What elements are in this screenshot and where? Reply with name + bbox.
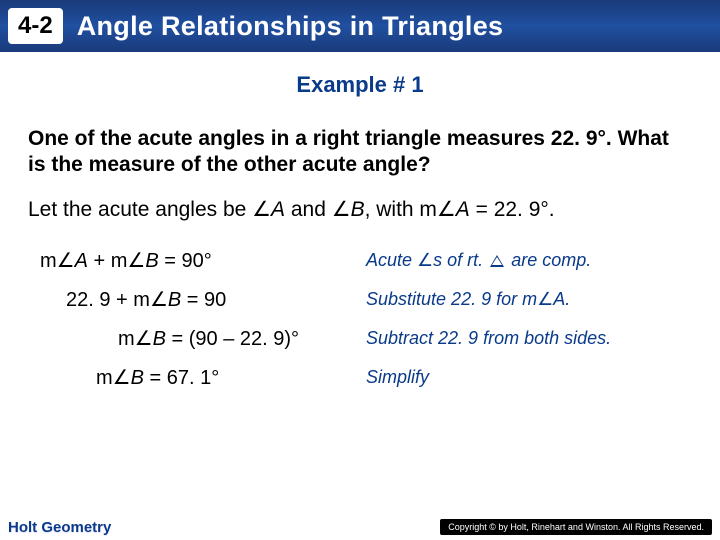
slide-header: 4-2 Angle Relationships in Triangles bbox=[0, 0, 720, 52]
reason-4: Simplify bbox=[360, 367, 692, 388]
eq2-plain: 22. 9 + m bbox=[66, 289, 150, 311]
eq2-post: = 90 bbox=[181, 289, 226, 311]
eq1-b: B bbox=[145, 250, 158, 272]
equation-3: m∠B = (90 – 22. 9)° bbox=[28, 326, 360, 351]
angle-icon: ∠ bbox=[417, 250, 433, 270]
eq3-a: m bbox=[118, 328, 135, 350]
eq1-a: A bbox=[75, 250, 88, 272]
reason-3: Subtract 22. 9 from both sides. bbox=[360, 328, 692, 349]
equation-4: m∠B = 67. 1° bbox=[28, 365, 360, 390]
r2-full: Substitute 22. 9 for m bbox=[366, 289, 537, 309]
angle-icon: ∠ bbox=[127, 250, 145, 272]
eq3-b: B bbox=[153, 328, 166, 350]
steps-grid: m∠A + m∠B = 90° Acute ∠s of rt. are comp… bbox=[28, 248, 692, 390]
angle-icon: ∠ bbox=[113, 367, 131, 389]
r1-post: are comp. bbox=[506, 250, 591, 270]
slide-footer: Holt Geometry Copyright © by Holt, Rineh… bbox=[0, 514, 720, 540]
eq1-pre: m bbox=[40, 250, 57, 272]
let-definition: Let the acute angles be ∠A and ∠B, with … bbox=[28, 197, 692, 222]
header-title: Angle Relationships in Triangles bbox=[77, 11, 504, 42]
var-a2: A bbox=[456, 198, 470, 221]
r2-ang: A. bbox=[553, 289, 570, 309]
angle-icon: ∠ bbox=[252, 198, 271, 221]
eq4-post: = 67. 1° bbox=[144, 367, 219, 389]
question-text: One of the acute angles in a right trian… bbox=[28, 126, 692, 179]
footer-brand: Holt Geometry bbox=[8, 519, 111, 536]
r1-mid: s of rt. bbox=[433, 250, 488, 270]
angle-icon: ∠ bbox=[57, 250, 75, 272]
let-pre: Let the acute angles be bbox=[28, 198, 252, 221]
var-a: A bbox=[271, 198, 285, 221]
r1-pre: Acute bbox=[366, 250, 417, 270]
angle-icon: ∠ bbox=[135, 328, 153, 350]
var-b: B bbox=[351, 198, 365, 221]
eq1-mid: + m bbox=[88, 250, 127, 272]
reason-2: Substitute 22. 9 for m∠A. bbox=[360, 289, 692, 310]
section-badge: 4-2 bbox=[8, 8, 63, 44]
angle-icon: ∠ bbox=[332, 198, 351, 221]
eq1-post: = 90° bbox=[159, 250, 212, 272]
eq2-b: B bbox=[168, 289, 181, 311]
copyright-badge: Copyright © by Holt, Rinehart and Winsto… bbox=[440, 519, 712, 535]
reason-1: Acute ∠s of rt. are comp. bbox=[360, 250, 692, 271]
angle-icon: ∠ bbox=[150, 289, 168, 311]
example-subtitle: Example # 1 bbox=[0, 72, 720, 98]
angle-icon: ∠ bbox=[437, 198, 456, 221]
let-with: , with m bbox=[365, 198, 437, 221]
equation-2: 22. 9 + m∠B = 90 bbox=[28, 287, 360, 312]
let-val: = 22. 9°. bbox=[470, 198, 555, 221]
triangle-icon bbox=[490, 255, 504, 267]
slide-content: One of the acute angles in a right trian… bbox=[0, 98, 720, 390]
eq4-a: m bbox=[96, 367, 113, 389]
eq4-b: B bbox=[131, 367, 144, 389]
equation-1: m∠A + m∠B = 90° bbox=[28, 248, 360, 273]
angle-icon: ∠ bbox=[537, 289, 553, 309]
eq3-post: = (90 – 22. 9)° bbox=[166, 328, 299, 350]
let-and: and bbox=[285, 198, 332, 221]
